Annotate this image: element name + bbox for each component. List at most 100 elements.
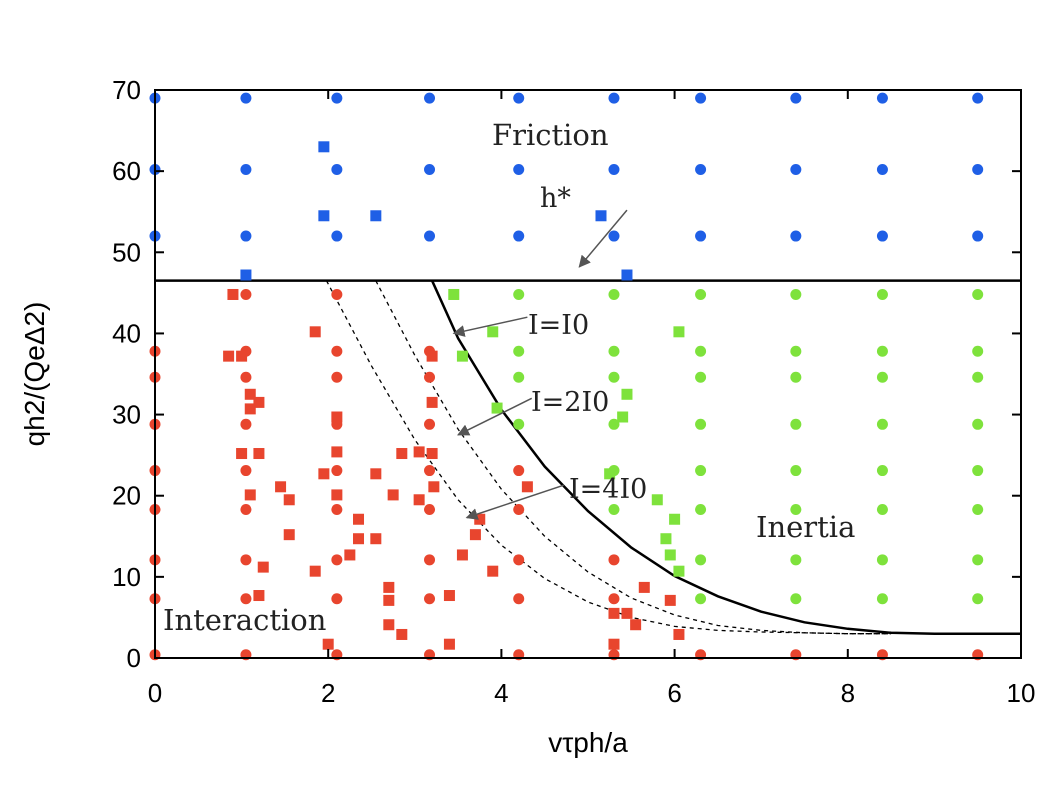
data-point xyxy=(318,141,330,153)
data-point xyxy=(621,269,633,281)
data-point xyxy=(513,230,525,242)
data-point xyxy=(413,494,425,506)
data-point xyxy=(331,164,343,176)
data-point xyxy=(876,230,888,242)
data-point xyxy=(331,489,343,501)
data-point xyxy=(695,465,707,477)
data-point xyxy=(283,494,295,506)
data-point xyxy=(424,164,436,176)
data-point xyxy=(608,418,620,430)
data-point xyxy=(487,565,499,577)
data-point xyxy=(353,513,365,525)
data-point xyxy=(331,288,343,300)
data-point xyxy=(513,465,525,477)
data-point xyxy=(673,565,685,577)
data-point xyxy=(331,230,343,242)
data-point xyxy=(972,288,984,300)
data-point xyxy=(309,565,321,577)
data-point xyxy=(370,210,382,222)
data-point xyxy=(456,350,468,362)
data-point xyxy=(331,92,343,104)
data-point xyxy=(876,418,888,430)
data-point xyxy=(695,504,707,516)
i4-arrow xyxy=(465,484,564,520)
data-point xyxy=(353,533,365,545)
data-point xyxy=(972,345,984,357)
data-point xyxy=(513,164,525,176)
data-point xyxy=(608,164,620,176)
data-point xyxy=(695,345,707,357)
ticks-layer: 0 2 4 6 8 10 0 10 20 30 40 50 60 70 xyxy=(112,75,1035,708)
data-point xyxy=(972,230,984,242)
data-point xyxy=(443,590,455,602)
data-point xyxy=(331,446,343,458)
data-point xyxy=(331,593,343,605)
data-point xyxy=(227,288,239,300)
data-point xyxy=(487,326,499,338)
data-point xyxy=(790,345,802,357)
data-point xyxy=(240,418,252,430)
markers-layer xyxy=(149,92,984,661)
data-point xyxy=(617,411,629,423)
data-point xyxy=(331,554,343,566)
curve-label-2i0: I=2I0 xyxy=(531,387,609,418)
x-tick-label: 10 xyxy=(1007,678,1036,708)
data-point xyxy=(240,554,252,566)
data-point xyxy=(521,481,533,493)
data-point xyxy=(972,418,984,430)
data-point xyxy=(474,513,486,525)
data-point xyxy=(426,396,438,408)
x-tick-label: 4 xyxy=(494,678,508,708)
data-point xyxy=(424,504,436,516)
data-point xyxy=(318,468,330,480)
data-point xyxy=(424,465,436,477)
data-point xyxy=(331,345,343,357)
data-point xyxy=(695,230,707,242)
data-point xyxy=(664,594,676,606)
data-point xyxy=(424,418,436,430)
data-point xyxy=(695,418,707,430)
data-point xyxy=(424,92,436,104)
data-point xyxy=(695,371,707,383)
data-point xyxy=(513,593,525,605)
data-point xyxy=(240,230,252,242)
inertia-label: Inertia xyxy=(756,510,855,544)
data-point xyxy=(651,494,663,506)
data-point xyxy=(223,350,235,362)
data-point xyxy=(413,446,425,458)
data-point xyxy=(972,371,984,383)
data-point xyxy=(695,164,707,176)
y-axis-label: qh2/(QeΔ2) xyxy=(19,302,50,447)
data-point xyxy=(491,402,503,414)
data-point xyxy=(513,504,525,516)
data-point xyxy=(275,481,287,493)
data-point xyxy=(253,396,265,408)
plot-frame xyxy=(154,89,1022,659)
curve-line xyxy=(430,280,1021,635)
data-point xyxy=(638,581,650,593)
data-point xyxy=(972,92,984,104)
x-tick-label: 2 xyxy=(321,678,335,708)
data-point xyxy=(595,210,607,222)
interaction-label: Interaction xyxy=(163,603,326,637)
data-point xyxy=(608,345,620,357)
data-point xyxy=(876,288,888,300)
data-point xyxy=(424,230,436,242)
y-tick-label: 10 xyxy=(112,562,141,592)
h-star-arrow xyxy=(578,209,628,268)
data-point xyxy=(331,371,343,383)
data-point xyxy=(972,164,984,176)
data-point xyxy=(253,448,265,460)
data-point xyxy=(972,593,984,605)
data-point xyxy=(331,411,343,423)
data-point xyxy=(370,468,382,480)
x-axis-label: vτph/a xyxy=(548,727,628,758)
data-point xyxy=(876,593,888,605)
y-tick-label: 20 xyxy=(112,481,141,511)
data-point xyxy=(608,554,620,566)
data-point xyxy=(972,554,984,566)
data-point xyxy=(253,590,265,602)
x-tick-label: 6 xyxy=(667,678,681,708)
data-point xyxy=(621,388,633,400)
